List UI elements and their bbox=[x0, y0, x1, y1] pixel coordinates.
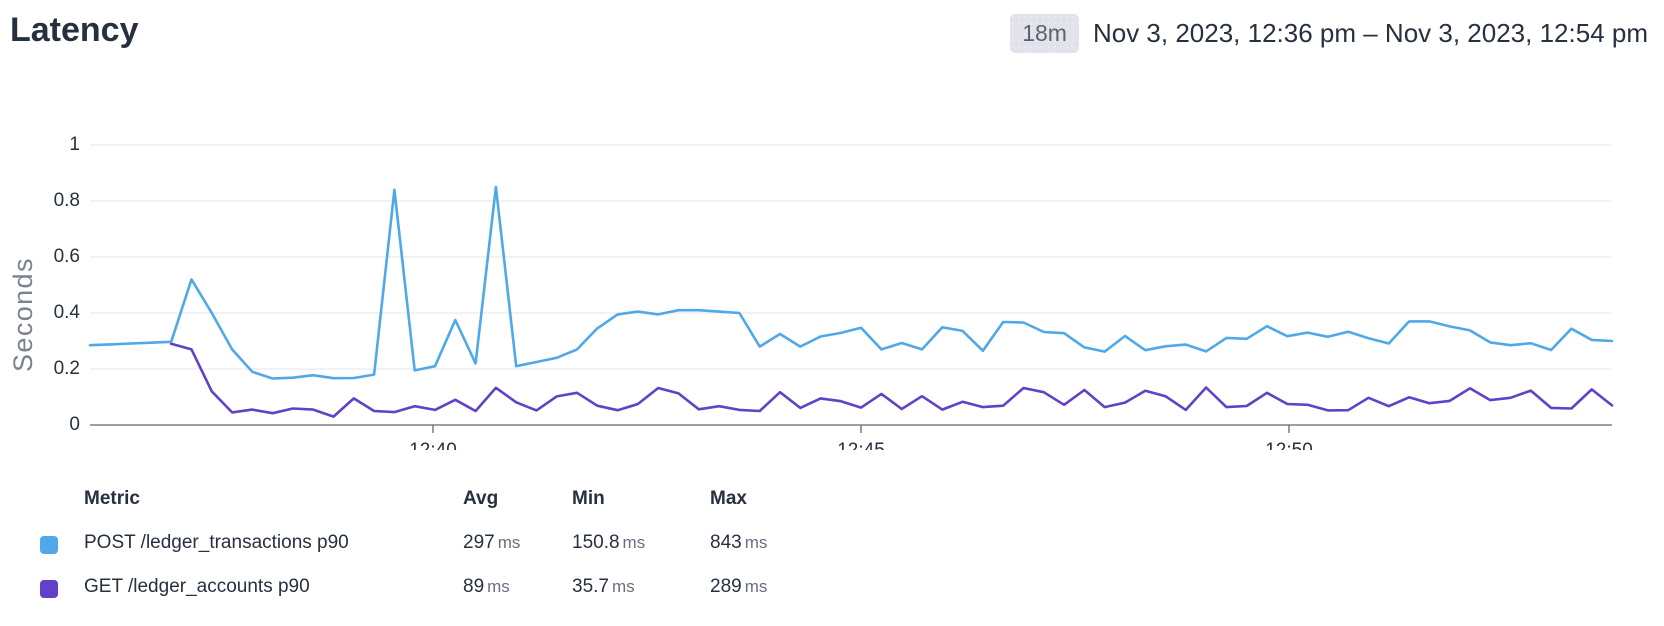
svg-text:1: 1 bbox=[69, 134, 80, 155]
svg-text:0: 0 bbox=[69, 414, 80, 435]
svg-text:12:50: 12:50 bbox=[1265, 440, 1313, 450]
svg-text:0.8: 0.8 bbox=[54, 190, 80, 211]
svg-text:12:40: 12:40 bbox=[409, 440, 457, 450]
svg-text:0.4: 0.4 bbox=[54, 302, 81, 323]
svg-text:0.2: 0.2 bbox=[54, 358, 80, 379]
svg-text:12:45: 12:45 bbox=[837, 440, 885, 450]
svg-text:0.6: 0.6 bbox=[54, 246, 80, 267]
